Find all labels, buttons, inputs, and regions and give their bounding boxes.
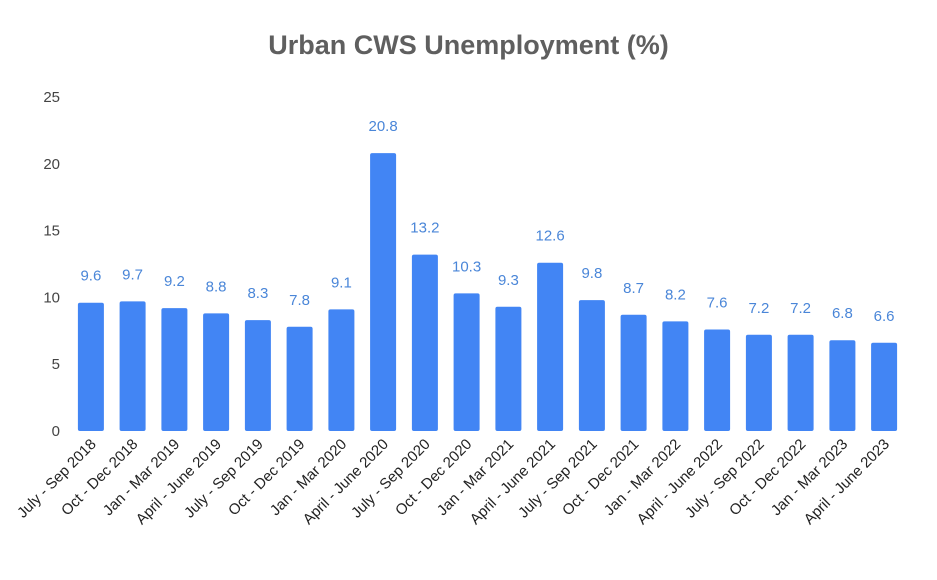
data-label: 6.6 <box>874 308 895 325</box>
bar <box>328 309 355 431</box>
chart-title: Urban CWS Unemployment (%) <box>268 30 669 60</box>
data-labels: 9.6 9.7 9.2 8.8 8.3 7.8 9.1 20.8 13.2 10.3 9.3 12.6… <box>80 118 894 325</box>
data-label: 9.3 <box>498 272 519 289</box>
bar <box>453 293 480 431</box>
y-axis: 0 5 10 15 20 25 <box>43 89 60 440</box>
bar <box>829 340 856 431</box>
bar <box>578 300 605 431</box>
y-tick-label: 10 <box>43 289 60 306</box>
bar <box>411 254 438 431</box>
data-label: 9.6 <box>80 268 101 285</box>
bar <box>495 306 522 431</box>
data-label: 10.3 <box>452 258 481 275</box>
bar <box>119 301 146 431</box>
bar <box>370 153 397 431</box>
y-tick-label: 20 <box>43 156 60 173</box>
data-label: 20.8 <box>368 118 397 135</box>
data-label: 8.2 <box>665 286 686 303</box>
data-label: 6.8 <box>832 305 853 322</box>
bar <box>77 302 104 431</box>
data-label: 8.3 <box>247 285 268 302</box>
y-tick-label: 15 <box>43 223 60 240</box>
bar <box>704 329 731 431</box>
y-tick-label: 0 <box>52 423 60 440</box>
bar <box>537 262 564 431</box>
data-label: 8.7 <box>623 280 644 297</box>
bar <box>662 321 689 431</box>
bar <box>286 326 313 431</box>
y-tick-label: 25 <box>43 89 60 106</box>
bar <box>745 334 772 431</box>
data-label: 7.2 <box>790 300 811 317</box>
data-label: 9.1 <box>331 274 352 291</box>
data-label: 9.2 <box>164 273 185 290</box>
bar <box>161 308 188 431</box>
bar <box>871 342 898 431</box>
bar <box>620 314 647 431</box>
data-label: 7.8 <box>289 292 310 309</box>
bar <box>244 320 271 431</box>
data-label: 7.2 <box>748 300 769 317</box>
bar-series <box>77 153 898 431</box>
data-label: 7.6 <box>707 295 728 312</box>
data-label: 9.8 <box>581 265 602 282</box>
data-label: 8.8 <box>206 278 227 295</box>
data-label: 13.2 <box>410 220 439 237</box>
y-tick-label: 5 <box>52 356 60 373</box>
data-label: 12.6 <box>535 228 564 245</box>
bar <box>203 313 230 431</box>
data-label: 9.7 <box>122 266 143 283</box>
bar <box>787 334 814 431</box>
